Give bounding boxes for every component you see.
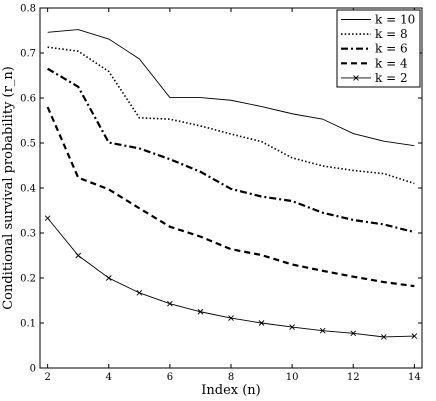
legend-item: k = 2 [341, 71, 408, 85]
y-tick-label: 0.8 [20, 4, 36, 15]
x-tick-label: 12 [347, 372, 360, 383]
y-axis: 0 0.1 0.2 0.3 0.4 0.5 0.6 0.7 0.8 [20, 4, 422, 375]
y-tick-label: 0.7 [20, 49, 36, 60]
x-tick-label: 2 [44, 372, 50, 383]
x-tick-label: 6 [167, 372, 173, 383]
y-tick-label: 0.6 [20, 94, 36, 105]
legend-item: k = 10 [341, 13, 415, 27]
series-line [47, 67, 415, 234]
x-tick-label: 14 [408, 372, 421, 383]
x-tick-label: 8 [228, 372, 234, 383]
x-axis-label: Index (n) [201, 383, 261, 398]
series-5 [44, 215, 418, 340]
series-line [47, 29, 415, 147]
x-tick-label: 10 [286, 372, 299, 383]
y-tick-label: 0.3 [20, 229, 36, 240]
y-tick-label: 0.1 [20, 319, 36, 330]
legend-label: k = 2 [375, 71, 408, 85]
legend-item: k = 6 [341, 42, 408, 56]
data-point-x-marker [167, 300, 173, 307]
data-point-x-marker [197, 308, 204, 315]
data-point-x-marker [44, 215, 51, 221]
legend-label: k = 8 [375, 27, 408, 41]
legend-label: k = 10 [375, 13, 415, 27]
data-point-x-marker [228, 315, 234, 321]
data-point-x-marker [289, 324, 295, 330]
data-point-x-marker [350, 330, 357, 337]
legend-x-marker [353, 75, 359, 81]
legend-box [336, 9, 421, 88]
legend-item: k = 4 [341, 56, 408, 70]
y-tick-label: 0.2 [20, 274, 36, 285]
series-3 [47, 67, 415, 234]
series-group [44, 29, 418, 340]
data-point-x-marker [136, 290, 143, 296]
axes-frame [39, 7, 423, 369]
data-point-x-marker [380, 334, 387, 340]
y-tick-label: 0.5 [20, 139, 36, 150]
x-axis: 2 4 6 8 10 12 14 [44, 8, 421, 383]
data-point-x-marker [411, 333, 418, 339]
legend-label: k = 6 [375, 42, 408, 56]
data-point-x-marker [75, 252, 82, 259]
data-point-x-marker [319, 327, 326, 334]
legend-item: k = 8 [341, 27, 408, 41]
legend: k = 10k = 8k = 6k = 4k = 2 [336, 9, 421, 88]
series-4 [46, 106, 415, 288]
x-tick-label: 4 [106, 372, 112, 383]
series-line [47, 217, 415, 338]
y-tick-label: 0.4 [20, 184, 36, 195]
series-2 [47, 46, 415, 185]
y-axis-label: Conditional survival probability (r_n) [1, 66, 16, 310]
legend-label: k = 4 [375, 56, 408, 70]
series-line [46, 106, 415, 288]
data-point-x-marker [105, 275, 112, 281]
series-1 [47, 29, 415, 147]
data-point-x-marker [258, 320, 265, 326]
y-tick-label: 0 [30, 364, 36, 375]
series-line [47, 46, 415, 185]
